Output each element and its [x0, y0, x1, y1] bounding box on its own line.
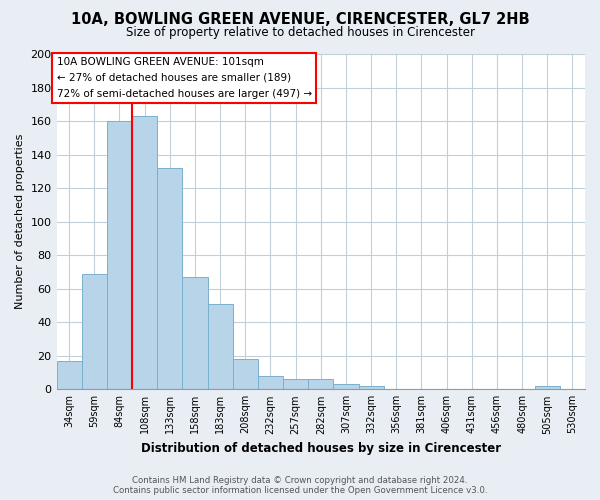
Bar — [535, 386, 560, 390]
Bar — [157, 168, 182, 390]
Bar — [359, 386, 383, 390]
Bar — [182, 277, 208, 390]
Text: Contains HM Land Registry data © Crown copyright and database right 2024.
Contai: Contains HM Land Registry data © Crown c… — [113, 476, 487, 495]
Text: 10A, BOWLING GREEN AVENUE, CIRENCESTER, GL7 2HB: 10A, BOWLING GREEN AVENUE, CIRENCESTER, … — [71, 12, 529, 28]
Bar — [283, 379, 308, 390]
Bar — [208, 304, 233, 390]
Bar — [56, 361, 82, 390]
Text: Size of property relative to detached houses in Cirencester: Size of property relative to detached ho… — [125, 26, 475, 39]
Bar — [308, 379, 334, 390]
Bar — [107, 121, 132, 390]
Bar — [132, 116, 157, 390]
Bar — [334, 384, 359, 390]
Bar — [82, 274, 107, 390]
Y-axis label: Number of detached properties: Number of detached properties — [15, 134, 25, 310]
Bar — [233, 359, 258, 390]
X-axis label: Distribution of detached houses by size in Cirencester: Distribution of detached houses by size … — [141, 442, 501, 455]
Text: 10A BOWLING GREEN AVENUE: 101sqm
← 27% of detached houses are smaller (189)
72% : 10A BOWLING GREEN AVENUE: 101sqm ← 27% o… — [56, 58, 311, 98]
Bar — [258, 376, 283, 390]
